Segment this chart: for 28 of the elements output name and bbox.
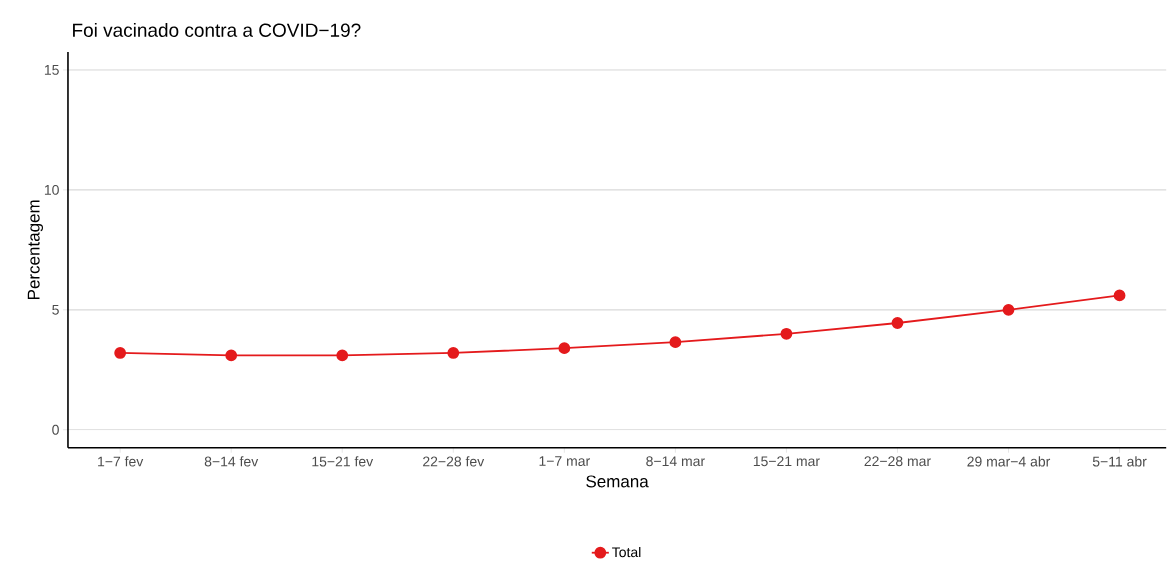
y-tick-label: 10 bbox=[44, 185, 59, 196]
x-tick-label: 22−28 fev bbox=[423, 456, 485, 467]
point bbox=[1002, 304, 1015, 316]
point bbox=[447, 347, 460, 360]
y-tick-label: 5 bbox=[52, 305, 59, 315]
y-axis-title: Percentagem bbox=[27, 200, 44, 300]
point bbox=[336, 349, 349, 362]
x-tick-label: 5−11 abr bbox=[1092, 456, 1147, 467]
x-tick-label: 8−14 fev bbox=[204, 456, 259, 467]
point bbox=[891, 317, 904, 330]
x-tick-label: 22−28 mar bbox=[864, 456, 931, 467]
y-tick-label: 0 bbox=[52, 424, 59, 435]
x-tick-label: 8−14 mar bbox=[646, 456, 705, 467]
point bbox=[1113, 289, 1126, 302]
x-tick-label: 15−21 fev bbox=[312, 456, 374, 467]
x-axis-title: Semana bbox=[586, 475, 649, 488]
point bbox=[669, 336, 682, 349]
point bbox=[114, 347, 127, 360]
x-tick-label: 15−21 mar bbox=[753, 456, 820, 467]
x-tick-label: 29 mar−4 abr bbox=[967, 456, 1051, 467]
y-tick-label: 15 bbox=[44, 65, 59, 76]
point bbox=[225, 349, 238, 362]
chart-title: Foi vacinado contra a COVID−19? bbox=[73, 23, 361, 38]
x-tick-label: 1−7 fev bbox=[98, 456, 144, 467]
point bbox=[558, 342, 571, 355]
legend-label: Total bbox=[612, 547, 641, 558]
x-tick-label: 1−7 mar bbox=[539, 456, 590, 467]
point bbox=[780, 328, 793, 340]
